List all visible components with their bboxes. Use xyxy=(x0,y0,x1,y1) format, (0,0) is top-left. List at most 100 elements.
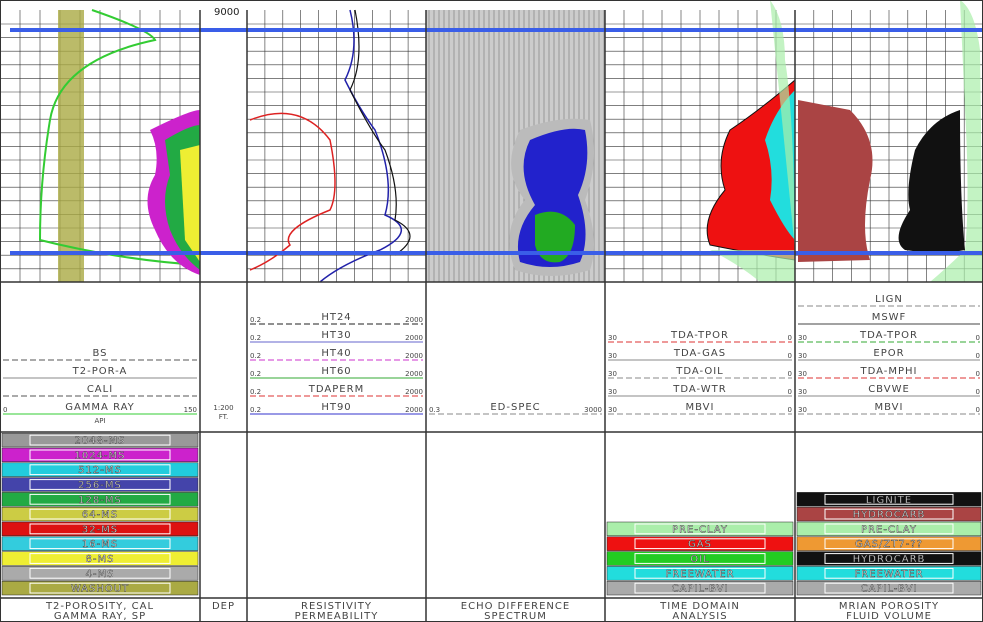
legend-box xyxy=(29,582,171,594)
legend-swatch xyxy=(1,492,199,507)
legend-box xyxy=(824,493,954,505)
scale-right: 0 xyxy=(976,388,980,396)
legend-label: GAS xyxy=(688,539,712,550)
track-title: TIME DOMAIN xyxy=(659,601,740,612)
scale-right: 0 xyxy=(976,370,980,378)
scale-right: 0 xyxy=(788,388,792,396)
legend-label: 16-MS xyxy=(82,539,118,550)
legend-box xyxy=(824,553,954,564)
legend-swatch xyxy=(796,492,982,507)
scale-unit: API xyxy=(94,417,105,425)
scale-left: 30 xyxy=(798,406,807,414)
legend-label: 256-MS xyxy=(78,480,122,491)
legend-swatch xyxy=(606,521,794,537)
legend-swatch xyxy=(796,506,982,522)
legend-label: 8-MS xyxy=(86,554,115,565)
track-title: T2-POROSITY, CAL xyxy=(45,601,154,612)
curve-name: TDA-TPOR xyxy=(859,330,918,341)
legend-swatch xyxy=(606,566,794,581)
curve-name: HT40 xyxy=(321,348,351,359)
legend-label: CAPIL-BVI xyxy=(672,584,729,595)
legend-box xyxy=(634,538,766,550)
curve-name: CALI xyxy=(87,384,113,395)
legend-swatch xyxy=(606,536,794,551)
scale-left: 30 xyxy=(608,334,617,342)
scale-left: 30 xyxy=(798,388,807,396)
legend-swatch xyxy=(796,580,982,596)
legend-swatch xyxy=(1,462,199,477)
legend-label: 1024-MS xyxy=(74,450,125,461)
scale-left: 0.2 xyxy=(250,370,261,378)
gamma-band xyxy=(58,10,84,282)
scale-left: 0.2 xyxy=(250,334,261,342)
curve-name: GAMMA RAY xyxy=(65,402,135,413)
legend-swatch xyxy=(796,551,982,566)
track-title: PERMEABILITY xyxy=(295,611,379,622)
spectrum-core xyxy=(535,211,575,263)
curve-name: HT24 xyxy=(321,312,351,323)
legend-box xyxy=(824,567,954,579)
curve-name: MBVI xyxy=(875,402,904,413)
scale-left: 30 xyxy=(798,352,807,360)
legend-box xyxy=(634,567,766,579)
scale-right: 2000 xyxy=(405,370,423,378)
legend-swatch xyxy=(1,551,199,566)
legend-box xyxy=(29,434,171,446)
legend-label: HYDROCARB xyxy=(853,510,926,521)
scale-right: 0 xyxy=(788,370,792,378)
scale-right: 2000 xyxy=(405,316,423,324)
mrian-hydrocarb xyxy=(798,100,873,262)
legend-label: OIL xyxy=(690,554,709,565)
curve-name: T2-POR-A xyxy=(72,366,128,377)
mrian-clay xyxy=(930,0,983,282)
scale-left: 0.2 xyxy=(250,316,261,324)
legend-swatch xyxy=(1,447,199,463)
depth-track xyxy=(200,10,247,282)
scale-left: 30 xyxy=(608,406,617,414)
track-title: SPECTRUM xyxy=(484,611,547,622)
depth-scale: 1:200 xyxy=(213,404,233,412)
legend-box xyxy=(29,508,171,520)
legend-box xyxy=(29,464,171,476)
track-title: FLUID VOLUME xyxy=(846,611,932,622)
legend-label: GAS/ZT7-?? xyxy=(855,539,923,550)
legend-box xyxy=(29,479,171,490)
legend-swatch xyxy=(606,580,794,596)
curve-name: HT90 xyxy=(321,402,351,413)
curve-name: HT30 xyxy=(321,330,351,341)
curve-name: TDA-GAS xyxy=(673,348,726,359)
legend-swatch xyxy=(796,566,982,581)
legend-label: 4-MS xyxy=(86,569,115,580)
curve-name: TDA-WTR xyxy=(672,384,726,395)
porosity-fill xyxy=(180,145,200,262)
legend-box xyxy=(824,508,954,520)
resistivity-curve xyxy=(349,9,411,256)
scale-right: 0 xyxy=(976,406,980,414)
legend-box xyxy=(634,553,766,564)
scale-left: 0 xyxy=(3,406,7,414)
curve-name: MSWF xyxy=(872,312,907,323)
legend-box xyxy=(29,538,171,550)
legend-box xyxy=(824,523,954,535)
legend-label: 2048-MS xyxy=(74,436,125,447)
legend-swatch xyxy=(1,432,199,448)
scale-right: 0 xyxy=(976,352,980,360)
legend-label: FREEWATER xyxy=(854,569,923,580)
legend-swatch xyxy=(1,566,199,581)
scale-left: 0.2 xyxy=(250,352,261,360)
legend-swatch xyxy=(796,536,982,551)
curve-name: TDA-MPHI xyxy=(860,366,918,377)
legend-label: WASHOUT xyxy=(71,584,129,595)
scale-left: 30 xyxy=(798,370,807,378)
track-title: MRIAN POROSITY xyxy=(839,601,939,612)
legend-box xyxy=(29,449,171,461)
curve-name: TDA-OIL xyxy=(675,366,724,377)
curve-name: TDAPERM xyxy=(308,384,364,395)
curve-name: BS xyxy=(92,348,107,359)
curve-name: MBVI xyxy=(686,402,715,413)
scale-left: 0.2 xyxy=(250,406,261,414)
scale-left: 30 xyxy=(608,352,617,360)
mrian-hc xyxy=(898,110,965,253)
legend-swatch xyxy=(606,551,794,566)
track-title: RESISTIVITY xyxy=(301,601,372,612)
